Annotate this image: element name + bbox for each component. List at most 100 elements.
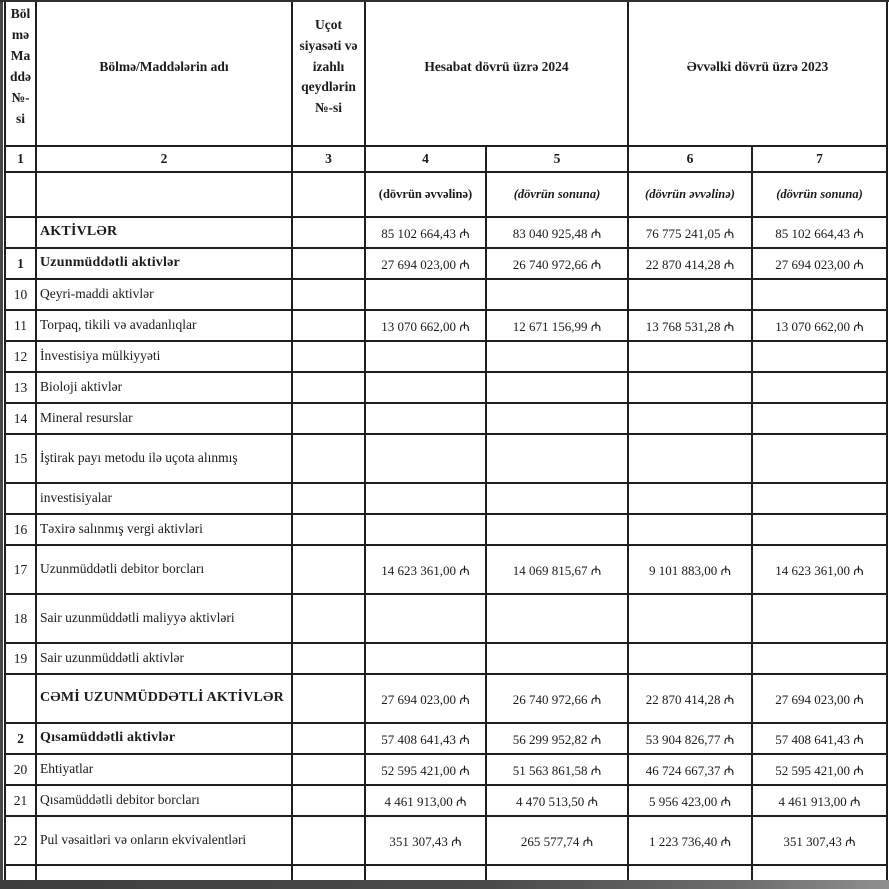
row-no-cell: 16	[4, 513, 37, 546]
subheader-2024-begin: (dövrün əvvəlinə)	[364, 171, 487, 218]
value-2023-end-cell: 85 102 664,43 ₼	[751, 216, 888, 249]
table-row: 15 İştirak payı metodu ilə uçota alınmış	[4, 433, 888, 484]
value-2023-end-cell	[751, 642, 888, 675]
balance-sheet-table: Bölmə Maddə №-si Bölmə/Maddələrin adı Uç…	[4, 0, 888, 889]
value-2024-end-cell	[485, 340, 629, 373]
item-name-cell: Torpaq, tikili və avadanlıqlar	[35, 309, 293, 342]
table-row: investisiyalar	[4, 482, 888, 515]
value-2024-end-cell: 26 740 972,66 ₼	[485, 673, 629, 724]
scan-edge-top	[0, 0, 889, 2]
value-2024-end-cell: 265 577,74 ₼	[485, 815, 629, 866]
notes-cell	[291, 309, 366, 342]
item-name-cell: Ehtiyatlar	[35, 753, 293, 786]
row-no-cell	[4, 482, 37, 515]
item-name-cell: Pul vəsaitləri və onların ekvivalentləri	[35, 815, 293, 866]
value-2023-end-cell	[751, 278, 888, 311]
value-2023-begin-cell	[627, 482, 753, 515]
value-2023-end-cell	[751, 593, 888, 644]
item-name-cell: İştirak payı metodu ilə uçota alınmış	[35, 433, 293, 484]
notes-cell	[291, 482, 366, 515]
item-name-cell: AKTİVLƏR	[35, 216, 293, 249]
value-2023-end-cell	[751, 340, 888, 373]
item-name-cell: CƏMİ UZUNMÜDDƏTLİ AKTİVLƏR	[35, 673, 293, 724]
value-2024-end-cell	[485, 482, 629, 515]
table-row: 12 İnvestisiya mülkiyyəti	[4, 340, 888, 373]
row-no-cell: 2	[4, 722, 37, 755]
row-no-cell: 20	[4, 753, 37, 786]
value-2024-end-cell	[485, 278, 629, 311]
header-row: Bölmə Maddə №-si Bölmə/Maddələrin adı Uç…	[4, 0, 888, 147]
value-2023-begin-cell: 46 724 667,37 ₼	[627, 753, 753, 786]
table-row: 19 Sair uzunmüddətli aktivlər	[4, 642, 888, 675]
value-2023-begin-cell: 9 101 883,00 ₼	[627, 544, 753, 595]
value-2024-end-cell: 56 299 952,82 ₼	[485, 722, 629, 755]
value-2023-end-cell: 57 408 641,43 ₼	[751, 722, 888, 755]
value-2023-end-cell	[751, 482, 888, 515]
value-2024-end-cell	[485, 402, 629, 435]
notes-cell	[291, 722, 366, 755]
column-number: 5	[485, 145, 629, 173]
notes-cell	[291, 642, 366, 675]
row-no-cell: 17	[4, 544, 37, 595]
subheader-empty	[35, 171, 293, 218]
row-no-cell	[4, 216, 37, 249]
row-no-cell: 18	[4, 593, 37, 644]
value-2023-end-cell: 13 070 662,00 ₼	[751, 309, 888, 342]
value-2024-begin-cell	[364, 340, 487, 373]
value-2024-end-cell: 26 740 972,66 ₼	[485, 247, 629, 280]
item-name-cell: İnvestisiya mülkiyyəti	[35, 340, 293, 373]
value-2024-begin-cell	[364, 371, 487, 404]
row-no-cell: 22	[4, 815, 37, 866]
notes-cell	[291, 544, 366, 595]
value-2024-begin-cell: 27 694 023,00 ₼	[364, 247, 487, 280]
value-2023-end-cell: 52 595 421,00 ₼	[751, 753, 888, 786]
value-2024-begin-cell	[364, 593, 487, 644]
value-2023-begin-cell	[627, 402, 753, 435]
row-no-cell: 14	[4, 402, 37, 435]
value-2023-end-cell	[751, 513, 888, 546]
subheader-row: (dövrün əvvəlinə) (dövrün sonuna) (dövrü…	[4, 171, 888, 218]
notes-cell	[291, 593, 366, 644]
column-number: 6	[627, 145, 753, 173]
table-row: 13 Bioloji aktivlər	[4, 371, 888, 404]
item-name-cell: Qeyri-maddi aktivlər	[35, 278, 293, 311]
value-2023-begin-cell	[627, 513, 753, 546]
value-2024-end-cell: 83 040 925,48 ₼	[485, 216, 629, 249]
value-2024-end-cell	[485, 593, 629, 644]
row-no-cell: 19	[4, 642, 37, 675]
row-no-cell: 1	[4, 247, 37, 280]
scan-edge-bottom	[0, 880, 889, 889]
value-2024-end-cell	[485, 371, 629, 404]
column-number: 1	[4, 145, 37, 173]
value-2024-begin-cell: 351 307,43 ₼	[364, 815, 487, 866]
subheader-empty	[291, 171, 366, 218]
column-number-row: 1 2 3 4 5 6 7	[4, 145, 888, 173]
table-row: 16 Təxirə salınmış vergi aktivləri	[4, 513, 888, 546]
item-name-cell: Uzunmüddətli aktivlər	[35, 247, 293, 280]
value-2024-end-cell: 51 563 861,58 ₼	[485, 753, 629, 786]
header-previous-period-2023: Əvvəlki dövrü üzrə 2023	[627, 0, 888, 147]
value-2023-begin-cell: 13 768 531,28 ₼	[627, 309, 753, 342]
value-2024-begin-cell: 13 070 662,00 ₼	[364, 309, 487, 342]
value-2024-begin-cell	[364, 278, 487, 311]
notes-cell	[291, 784, 366, 817]
table-row: 18 Sair uzunmüddətli maliyyə aktivləri	[4, 593, 888, 644]
header-accounting-policy-notes: Uçot siyasəti və izahlı qeydlərin №-si	[291, 0, 366, 147]
value-2023-begin-cell	[627, 371, 753, 404]
value-2024-begin-cell	[364, 482, 487, 515]
item-name-cell: Qısamüddətli debitor borcları	[35, 784, 293, 817]
value-2023-end-cell	[751, 402, 888, 435]
table-row: 10 Qeyri-maddi aktivlər	[4, 278, 888, 311]
value-2023-begin-cell: 22 870 414,28 ₼	[627, 247, 753, 280]
value-2024-begin-cell: 27 694 023,00 ₼	[364, 673, 487, 724]
row-no-cell: 12	[4, 340, 37, 373]
value-2023-begin-cell	[627, 593, 753, 644]
value-2024-begin-cell	[364, 433, 487, 484]
item-name-cell: Uzunmüddətli debitor borcları	[35, 544, 293, 595]
value-2023-end-cell	[751, 371, 888, 404]
subheader-2023-begin: (dövrün əvvəlinə)	[627, 171, 753, 218]
value-2023-end-cell: 14 623 361,00 ₼	[751, 544, 888, 595]
table-row: 14 Mineral resurslar	[4, 402, 888, 435]
table-row: CƏMİ UZUNMÜDDƏTLİ AKTİVLƏR 27 694 023,00 …	[4, 673, 888, 724]
value-2024-end-cell: 12 671 156,99 ₼	[485, 309, 629, 342]
